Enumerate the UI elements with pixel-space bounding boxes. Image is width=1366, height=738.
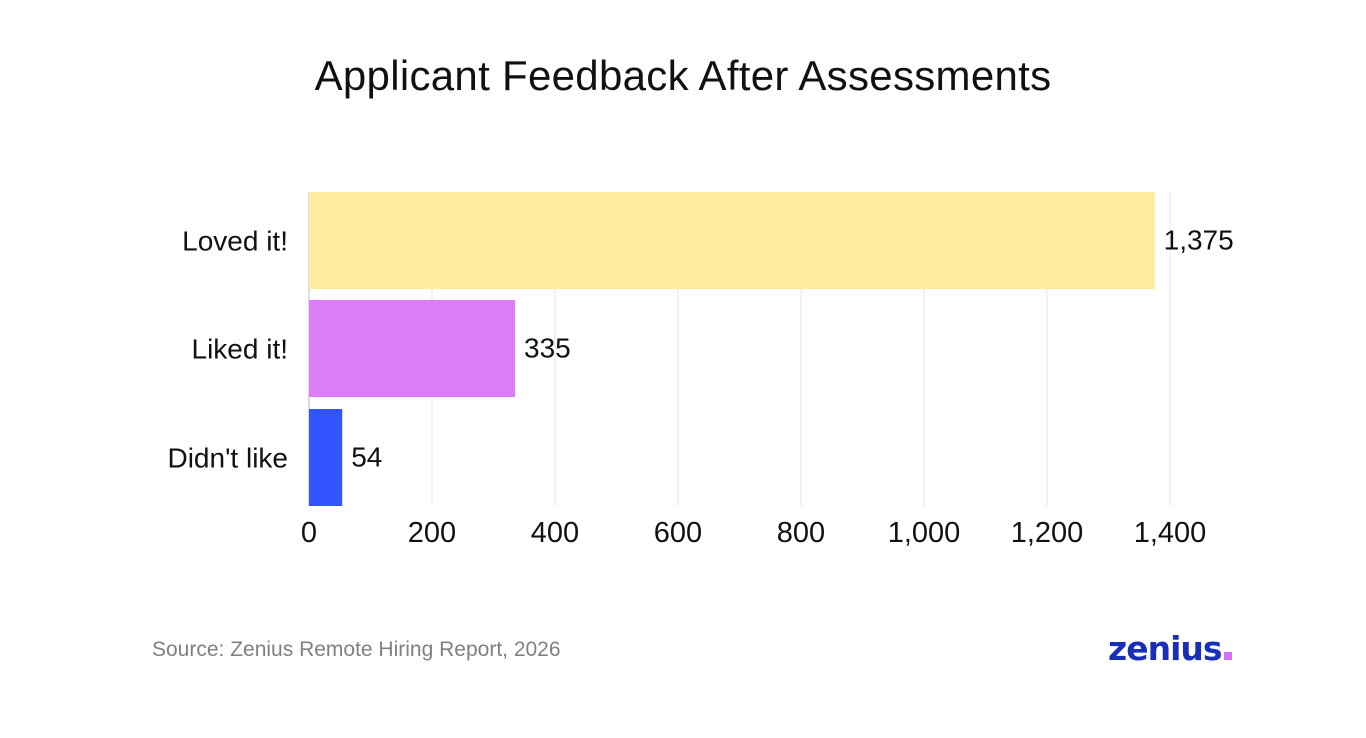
category-label: Didn't like: [167, 443, 288, 474]
brand-logo: zenius: [1108, 632, 1232, 665]
category-label: Liked it!: [192, 334, 289, 365]
source-note: Source: Zenius Remote Hiring Report, 202…: [152, 638, 561, 661]
x-tick-label: 1,400: [1134, 517, 1207, 549]
x-tick-label: 400: [531, 517, 579, 549]
x-tick-label: 200: [408, 517, 456, 549]
labels: 0 200 400 600 800 1,000 1,200 1,400 Loved it! 1,3…: [167, 225, 1233, 550]
chart-title: Applicant Feedback After Assessments: [314, 52, 1052, 99]
x-tick-label: 1,000: [888, 517, 961, 549]
bar: [309, 192, 1155, 289]
x-tick-label: 0: [301, 517, 317, 549]
value-label: 335: [524, 333, 571, 364]
bar: [309, 409, 343, 506]
x-tick-label: 800: [777, 517, 825, 549]
brand-logo-text: zenius: [1108, 629, 1223, 668]
brand-logo-dot: [1223, 652, 1232, 660]
x-tick-label: 1,200: [1011, 517, 1084, 549]
category-label: Loved it!: [182, 226, 288, 257]
bar: [309, 300, 516, 397]
x-tick-label: 600: [654, 517, 702, 549]
bars: [309, 192, 1155, 506]
value-label: 1,375: [1164, 225, 1234, 256]
value-label: 54: [351, 442, 382, 473]
